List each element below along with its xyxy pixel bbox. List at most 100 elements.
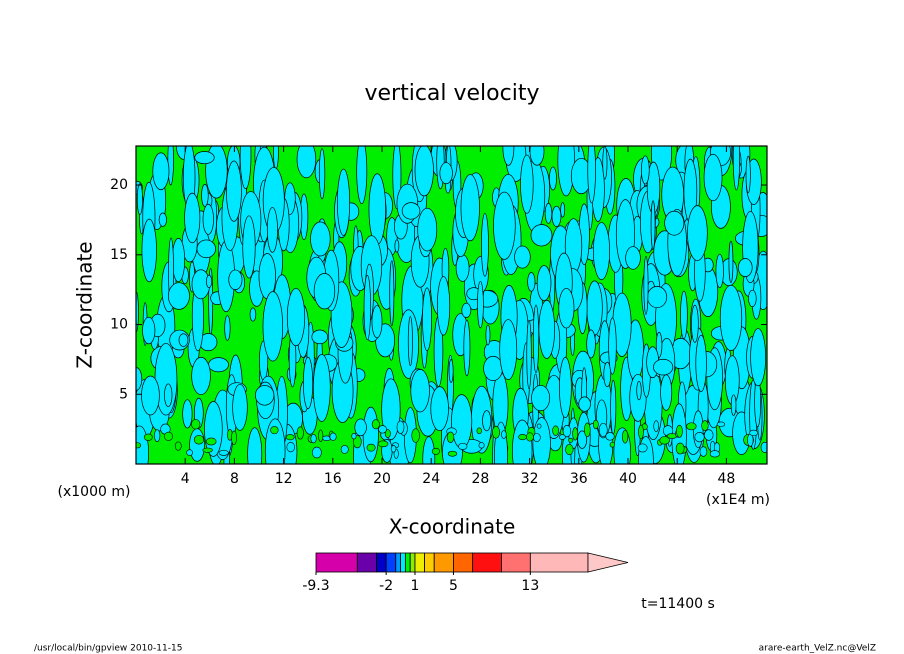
contour-cell: [568, 437, 574, 443]
x-tick-label: 16: [324, 471, 342, 487]
x-tick-label: 28: [471, 471, 489, 487]
contour-cell: [296, 146, 317, 179]
contour-cell: [141, 375, 160, 416]
contour-cell: [562, 424, 572, 438]
contour-cell: [605, 432, 615, 441]
contour-cell: [164, 383, 173, 407]
x-axis-label: X-coordinate: [389, 515, 516, 539]
contour-cell: [695, 334, 707, 392]
contour-cell: [189, 428, 205, 462]
y-tick-label: 10: [110, 317, 128, 333]
contour-cell: [463, 319, 471, 377]
colorbar-tick-label: -9.3: [302, 578, 329, 594]
contour-cell: [598, 422, 608, 437]
contour-cell: [448, 359, 454, 383]
contour-cell: [719, 284, 743, 351]
contour-cell: [558, 287, 575, 329]
contour-cell: [664, 210, 685, 236]
contour-cell: [557, 146, 575, 197]
contour-cell: [745, 155, 751, 194]
contour-cell: [701, 420, 709, 431]
contour-cell: [417, 207, 438, 252]
contour-cell: [394, 239, 400, 253]
contour-cell: [460, 174, 480, 242]
x-tick-label: 12: [275, 471, 293, 487]
contour-cell: [559, 357, 572, 419]
contour-field: [136, 146, 767, 464]
contour-cell: [565, 444, 574, 456]
chart-title: vertical velocity: [364, 81, 539, 106]
contour-cell: [310, 221, 331, 257]
contour-cell: [205, 146, 228, 199]
contour-cell: [458, 442, 468, 450]
contour-cell: [533, 433, 541, 443]
contour-cell: [476, 427, 482, 435]
colorbar-segment: [376, 552, 387, 573]
contour-cell: [560, 202, 566, 218]
contour-cell: [194, 151, 215, 165]
contour-cell: [455, 254, 470, 282]
contour-cell: [371, 305, 383, 339]
contour-cell: [218, 449, 229, 456]
contour-cell: [750, 328, 766, 387]
contour-cell: [378, 425, 387, 434]
y-unit: (x1000 m): [58, 484, 131, 500]
y-axis-label: Z-coordinate: [73, 241, 97, 368]
contour-cell: [529, 146, 545, 166]
contour-cell: [136, 183, 143, 215]
contour-cell: [732, 146, 740, 191]
contour-cell: [625, 246, 641, 270]
contour-cell: [686, 422, 697, 431]
contour-cell: [371, 419, 380, 430]
contour-cell: [737, 258, 753, 277]
contour-cell: [676, 424, 683, 438]
x-tick-label: 24: [422, 471, 440, 487]
contour-cell: [716, 421, 726, 427]
contour-cell: [266, 207, 278, 253]
contour-cell: [436, 276, 451, 336]
contour-cell: [313, 273, 336, 310]
contour-cell: [748, 289, 757, 308]
contour-cell: [363, 275, 371, 341]
footer-right: arare-earth_VelZ.nc@VelZ: [759, 644, 876, 654]
contour-cell: [193, 435, 205, 445]
contour-cell: [311, 446, 322, 459]
contour-cell: [511, 419, 533, 464]
contour-cell: [502, 146, 515, 166]
contour-cell: [196, 239, 216, 259]
contour-cell: [262, 291, 284, 362]
contour-cell: [285, 434, 295, 441]
contour-cell: [638, 424, 644, 440]
contour-cell: [703, 153, 723, 202]
contour-cell: [430, 386, 449, 432]
contour-cell: [318, 429, 324, 442]
contour-cell: [526, 319, 532, 390]
colorbar-segment: [395, 552, 401, 573]
contour-cell: [362, 406, 379, 463]
contour-cell: [384, 429, 391, 438]
contour-cell: [602, 146, 608, 180]
contour-cell: [191, 419, 201, 430]
contour-cell: [520, 154, 534, 214]
contour-cell: [228, 269, 243, 290]
contour-cell: [499, 319, 518, 380]
colorbar-segment: [385, 552, 397, 573]
colorbar-segment: [404, 552, 411, 573]
contour-cell: [610, 379, 617, 435]
x-tick-label: 4: [181, 471, 190, 487]
contour-cell: [247, 427, 263, 464]
contour-cell: [154, 429, 161, 442]
contour-cell: [356, 146, 368, 205]
contour-cell: [389, 260, 395, 327]
contour-cell: [532, 304, 540, 373]
contour-cell: [552, 425, 559, 436]
x-tick-label: 32: [521, 471, 539, 487]
contour-cell: [136, 442, 141, 449]
colorbar-segment: [315, 552, 358, 573]
contour-cell: [208, 357, 229, 373]
contour-cell: [270, 426, 279, 435]
contour-cell: [536, 423, 542, 429]
contour-cell: [310, 433, 317, 444]
field-layer: [136, 146, 767, 464]
